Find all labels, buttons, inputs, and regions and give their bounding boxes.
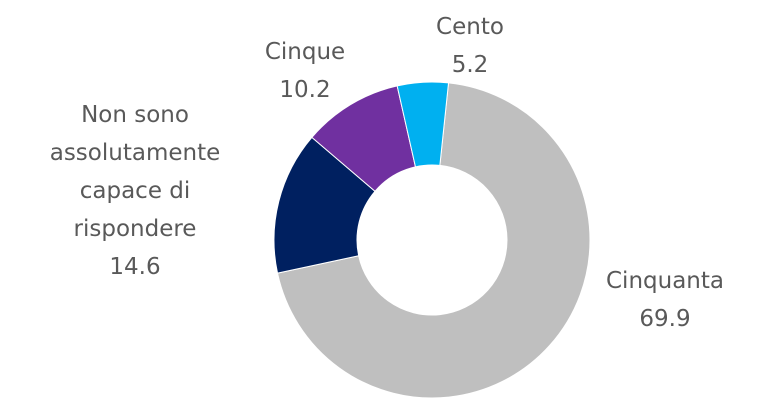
label-value: 5.2 bbox=[451, 52, 489, 78]
label-value: 14.6 bbox=[109, 254, 161, 280]
data-label: Cinque 10.2 bbox=[225, 33, 385, 109]
label-value: 10.2 bbox=[279, 77, 331, 103]
data-label: Non sono assolutamente capace di rispond… bbox=[43, 96, 228, 286]
data-label: Cinquanta 69.9 bbox=[585, 262, 745, 338]
slice bbox=[396, 81, 450, 168]
data-label: Cento 5.2 bbox=[400, 8, 540, 84]
label-name: Cinque bbox=[264, 39, 346, 65]
label-name: Cento bbox=[436, 14, 504, 40]
label-name: Cinquanta bbox=[606, 268, 724, 294]
slice bbox=[276, 82, 591, 399]
label-value: 69.9 bbox=[639, 306, 691, 332]
label-name: Non sono assolutamente capace di rispond… bbox=[49, 102, 221, 242]
